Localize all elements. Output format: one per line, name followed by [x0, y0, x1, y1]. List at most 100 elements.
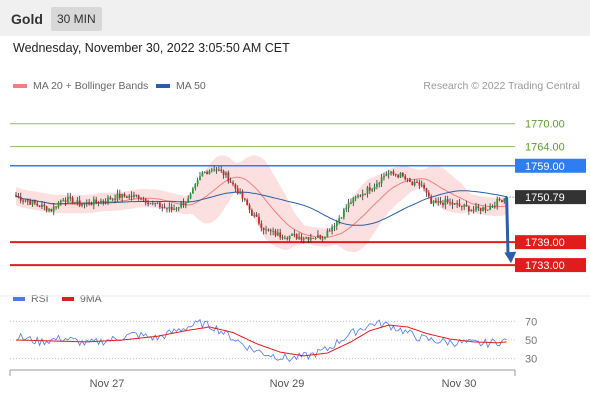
candle-body	[239, 191, 241, 194]
candle	[427, 190, 430, 198]
candle-body	[177, 207, 180, 209]
candle	[154, 202, 157, 207]
candle	[95, 196, 98, 205]
candle-body	[220, 169, 223, 171]
candle	[229, 177, 232, 184]
candle	[413, 179, 416, 187]
candle-body	[265, 229, 267, 231]
candle	[31, 199, 34, 207]
candle	[215, 167, 218, 174]
candle	[467, 205, 470, 215]
candle	[501, 199, 503, 203]
candle-body	[203, 171, 206, 173]
candle-body	[342, 209, 345, 218]
candle	[312, 237, 315, 239]
candle-body	[133, 194, 135, 197]
candle-body	[284, 238, 286, 240]
level-label-1739.00: 1739.00	[525, 237, 565, 249]
candle	[338, 215, 341, 225]
candle	[373, 183, 376, 192]
candle-body	[199, 176, 201, 181]
candle-body	[321, 238, 324, 240]
x-tick-label: Nov 29	[270, 378, 305, 390]
candle	[161, 204, 164, 212]
asset-name: Gold	[11, 11, 43, 27]
candle-body	[416, 182, 418, 184]
candle	[368, 182, 371, 195]
candle-body	[24, 200, 27, 202]
candle-body	[373, 186, 376, 190]
candle	[175, 206, 178, 212]
candle	[387, 169, 390, 179]
candle	[463, 203, 466, 210]
candle	[62, 197, 65, 202]
candle-body	[491, 205, 494, 207]
candle-body	[149, 203, 152, 205]
candle	[288, 235, 291, 242]
candle	[43, 202, 46, 211]
candle	[404, 173, 407, 181]
candle-body	[253, 214, 256, 216]
legend-ma20: MA 20 + Bollinger Bands	[13, 80, 148, 92]
candle-body	[38, 205, 41, 207]
candle-body	[206, 171, 208, 175]
candle-body	[456, 203, 459, 205]
candle	[390, 171, 392, 176]
candle-body	[262, 227, 265, 230]
candle-body	[194, 184, 197, 189]
candle-body	[229, 181, 232, 183]
candle	[345, 204, 348, 212]
candle	[125, 195, 128, 199]
candle	[260, 220, 263, 232]
timeframe-button[interactable]: 30 MIN	[51, 7, 102, 31]
candle	[116, 189, 119, 202]
candle-body	[151, 202, 154, 204]
candle	[434, 197, 437, 204]
candle-body	[366, 187, 369, 194]
candle-body	[69, 197, 72, 199]
candle-body	[324, 236, 326, 239]
candle-body	[484, 207, 487, 211]
candle-body	[418, 182, 421, 186]
candle	[392, 169, 395, 176]
candle-body	[59, 200, 62, 203]
candle-body	[427, 192, 430, 197]
candle	[314, 237, 317, 240]
candle	[38, 205, 41, 208]
candle	[496, 196, 499, 210]
candle-body	[432, 200, 435, 204]
candle	[425, 187, 428, 197]
candle-body	[460, 205, 463, 207]
candle	[437, 197, 440, 206]
candle-body	[501, 200, 503, 202]
candle-body	[36, 203, 39, 206]
candle-body	[81, 204, 83, 206]
candle	[321, 235, 324, 242]
candle-body	[340, 217, 343, 219]
candle	[107, 195, 109, 205]
candle-body	[130, 195, 133, 197]
candle-body	[180, 202, 183, 208]
candle	[482, 206, 484, 212]
candle-body	[170, 206, 173, 210]
x-tick-label: Nov 27	[90, 378, 125, 390]
candle-body	[241, 191, 244, 199]
candle	[220, 166, 223, 173]
candle-body	[446, 199, 449, 203]
candle	[385, 171, 388, 177]
candle	[453, 203, 456, 206]
candle	[130, 191, 133, 201]
candle-body	[300, 236, 303, 240]
candle-body	[232, 182, 234, 185]
candle	[104, 198, 107, 205]
candle-body	[196, 180, 199, 185]
candle-body	[305, 237, 308, 239]
candle-body	[55, 206, 58, 208]
level-label-1759.00: 1759.00	[525, 161, 565, 173]
candle-body	[147, 202, 149, 205]
candle	[85, 199, 88, 207]
candle-body	[274, 230, 277, 236]
candle-body	[338, 218, 341, 222]
candle	[90, 201, 93, 206]
